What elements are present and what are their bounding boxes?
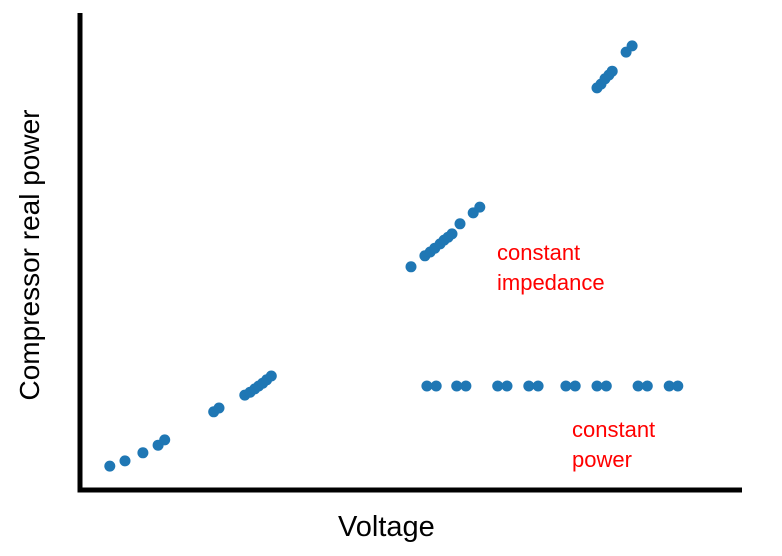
data-point	[632, 380, 644, 392]
data-point	[451, 380, 463, 392]
data-point	[430, 380, 442, 392]
data-point	[606, 65, 618, 77]
data-point	[663, 380, 675, 392]
data-point	[569, 380, 581, 392]
data-point	[672, 380, 684, 392]
data-point	[600, 380, 612, 392]
data-points-group	[104, 40, 684, 472]
data-point	[460, 380, 472, 392]
data-point	[532, 380, 544, 392]
data-point	[523, 380, 535, 392]
data-point	[474, 201, 486, 213]
annotation-constant-impedance: constant impedance	[497, 240, 605, 295]
x-axis-label: Voltage	[338, 511, 435, 543]
data-point	[159, 434, 171, 446]
data-point	[641, 380, 653, 392]
data-point	[591, 380, 603, 392]
data-point	[501, 380, 513, 392]
data-point	[446, 228, 458, 240]
y-axis-label: Compressor real power	[14, 109, 45, 401]
annotation-constant-power: constant power	[572, 417, 656, 472]
data-point	[265, 370, 277, 382]
data-point	[421, 380, 433, 392]
data-point	[104, 460, 116, 472]
data-point	[626, 40, 638, 52]
data-point	[454, 218, 466, 230]
data-point	[213, 402, 225, 414]
data-point	[492, 380, 504, 392]
data-point	[560, 380, 572, 392]
data-point	[119, 455, 131, 467]
data-point	[405, 261, 417, 273]
data-point	[137, 447, 149, 459]
